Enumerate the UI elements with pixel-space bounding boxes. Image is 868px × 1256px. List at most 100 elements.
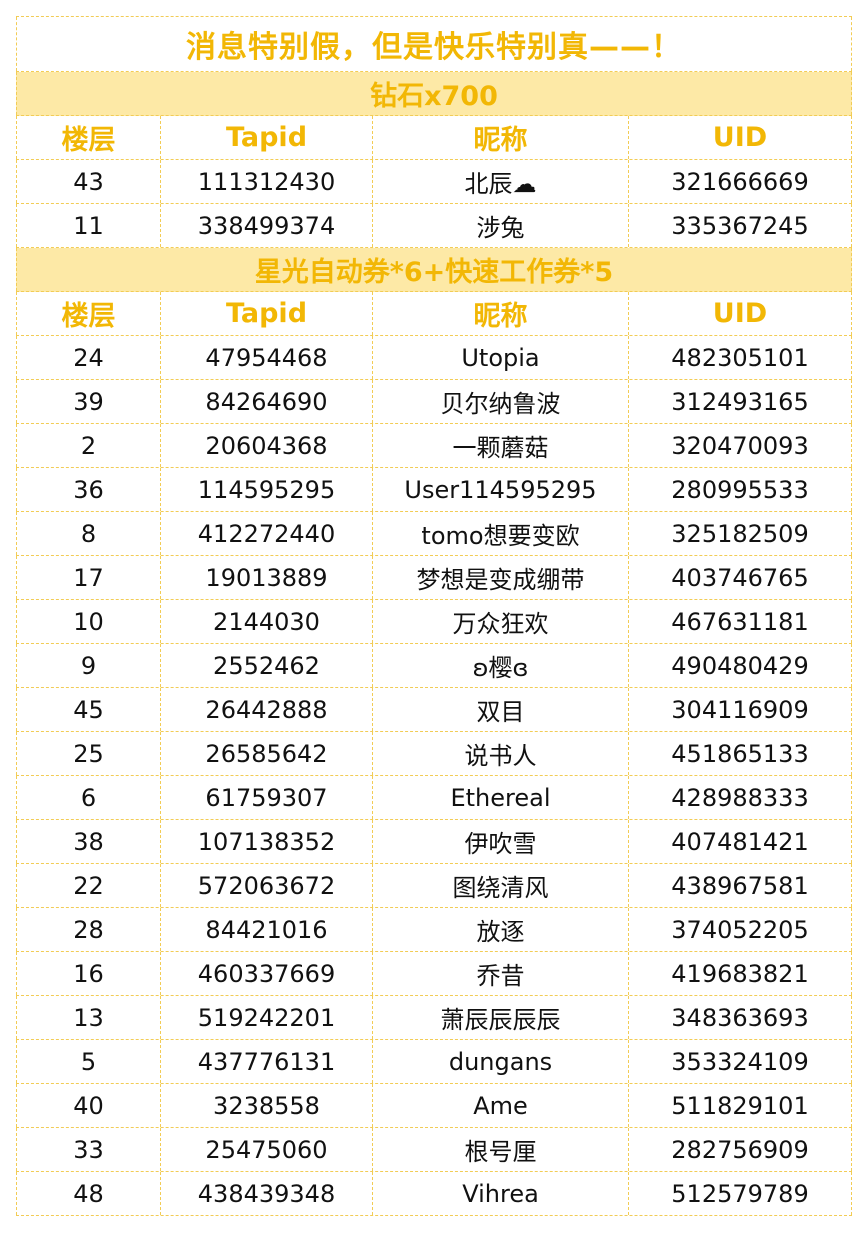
cell-uid: 403746765 xyxy=(628,556,852,599)
cell-floor: 40 xyxy=(16,1084,160,1127)
cell-uid: 482305101 xyxy=(628,336,852,379)
cell-nickname: 一颗蘑菇 xyxy=(372,424,628,467)
table-row: 43 111312430 北辰☁ 321666669 xyxy=(16,160,852,204)
cell-nickname: 乔昔 xyxy=(372,952,628,995)
cell-uid: 280995533 xyxy=(628,468,852,511)
cell-tapid: 572063672 xyxy=(160,864,372,907)
cell-tapid: 19013889 xyxy=(160,556,372,599)
table-row: 36 114595295 User114595295 280995533 xyxy=(16,468,852,512)
cell-nickname: Vihrea xyxy=(372,1172,628,1215)
cell-tapid: 438439348 xyxy=(160,1172,372,1215)
table-title-row: 消息特别假，但是快乐特别真——！ xyxy=(16,16,852,72)
cell-nickname: 图绕清风 xyxy=(372,864,628,907)
section-title-row: 钻石x700 xyxy=(16,72,852,116)
cell-uid: 282756909 xyxy=(628,1128,852,1171)
cell-uid: 335367245 xyxy=(628,204,852,247)
cell-floor: 2 xyxy=(16,424,160,467)
cell-uid: 348363693 xyxy=(628,996,852,1039)
table-row: 45 26442888 双目 304116909 xyxy=(16,688,852,732)
cell-nickname: Utopia xyxy=(372,336,628,379)
section-title: 钻石x700 xyxy=(16,72,852,115)
cell-tapid: 114595295 xyxy=(160,468,372,511)
cell-uid: 428988333 xyxy=(628,776,852,819)
cell-tapid: 47954468 xyxy=(160,336,372,379)
cell-floor: 48 xyxy=(16,1172,160,1215)
cell-tapid: 338499374 xyxy=(160,204,372,247)
cell-tapid: 2144030 xyxy=(160,600,372,643)
column-header-nickname: 昵称 xyxy=(372,116,628,159)
cell-nickname: Ame xyxy=(372,1084,628,1127)
cell-floor: 39 xyxy=(16,380,160,423)
cell-tapid: 25475060 xyxy=(160,1128,372,1171)
cell-tapid: 111312430 xyxy=(160,160,372,203)
table-row: 40 3238558 Ame 511829101 xyxy=(16,1084,852,1128)
cell-floor: 9 xyxy=(16,644,160,687)
cell-tapid: 460337669 xyxy=(160,952,372,995)
cell-uid: 304116909 xyxy=(628,688,852,731)
table-row: 24 47954468 Utopia 482305101 xyxy=(16,336,852,380)
cell-floor: 5 xyxy=(16,1040,160,1083)
column-header-tapid: Tapid xyxy=(160,292,372,335)
cell-tapid: 26585642 xyxy=(160,732,372,775)
table-row: 6 61759307 Ethereal 428988333 xyxy=(16,776,852,820)
section-title: 星光自动券*6+快速工作券*5 xyxy=(16,248,852,291)
column-header-row: 楼层 Tapid 昵称 UID xyxy=(16,292,852,336)
prize-table: 消息特别假，但是快乐特别真——！ 钻石x700 楼层 Tapid 昵称 UID 43 111… xyxy=(16,16,852,1216)
table-body: 钻石x700 楼层 Tapid 昵称 UID 43 111312430 北辰☁ 32166666… xyxy=(16,72,852,1216)
column-header-row: 楼层 Tapid 昵称 UID xyxy=(16,116,852,160)
cell-nickname: 涉兔 xyxy=(372,204,628,247)
table-row: 9 2552462 ʚ樱ɞ 490480429 xyxy=(16,644,852,688)
table-row: 5 437776131 dungans 353324109 xyxy=(16,1040,852,1084)
cell-uid: 438967581 xyxy=(628,864,852,907)
table-row: 48 438439348 Vihrea 512579789 xyxy=(16,1172,852,1216)
cell-nickname: tomo想要变欧 xyxy=(372,512,628,555)
cell-tapid: 412272440 xyxy=(160,512,372,555)
cell-floor: 25 xyxy=(16,732,160,775)
cell-nickname: 梦想是变成绷带 xyxy=(372,556,628,599)
table-row: 28 84421016 放逐 374052205 xyxy=(16,908,852,952)
cell-uid: 512579789 xyxy=(628,1172,852,1215)
table-row: 13 519242201 萧辰辰辰辰 348363693 xyxy=(16,996,852,1040)
table-row: 10 2144030 万众狂欢 467631181 xyxy=(16,600,852,644)
cell-tapid: 2552462 xyxy=(160,644,372,687)
cell-floor: 6 xyxy=(16,776,160,819)
cell-uid: 451865133 xyxy=(628,732,852,775)
section-title-row: 星光自动券*6+快速工作券*5 xyxy=(16,248,852,292)
table-row: 38 107138352 伊吹雪 407481421 xyxy=(16,820,852,864)
table-row: 16 460337669 乔昔 419683821 xyxy=(16,952,852,996)
table-row: 8 412272440 tomo想要变欧 325182509 xyxy=(16,512,852,556)
cell-uid: 353324109 xyxy=(628,1040,852,1083)
cell-uid: 321666669 xyxy=(628,160,852,203)
table-row: 39 84264690 贝尔纳鲁波 312493165 xyxy=(16,380,852,424)
cell-floor: 11 xyxy=(16,204,160,247)
cell-nickname: 贝尔纳鲁波 xyxy=(372,380,628,423)
table-row: 17 19013889 梦想是变成绷带 403746765 xyxy=(16,556,852,600)
cell-floor: 33 xyxy=(16,1128,160,1171)
cell-uid: 320470093 xyxy=(628,424,852,467)
table-row: 11 338499374 涉兔 335367245 xyxy=(16,204,852,248)
cell-nickname: User114595295 xyxy=(372,468,628,511)
cell-tapid: 107138352 xyxy=(160,820,372,863)
cell-nickname: 萧辰辰辰辰 xyxy=(372,996,628,1039)
cell-nickname: 放逐 xyxy=(372,908,628,951)
cell-nickname: 根号厘 xyxy=(372,1128,628,1171)
cell-tapid: 3238558 xyxy=(160,1084,372,1127)
table-title: 消息特别假，但是快乐特别真——！ xyxy=(16,17,852,71)
cell-floor: 38 xyxy=(16,820,160,863)
cell-floor: 16 xyxy=(16,952,160,995)
cell-uid: 467631181 xyxy=(628,600,852,643)
cell-uid: 419683821 xyxy=(628,952,852,995)
column-header-nickname: 昵称 xyxy=(372,292,628,335)
cell-nickname: ʚ樱ɞ xyxy=(372,644,628,687)
cell-tapid: 61759307 xyxy=(160,776,372,819)
cell-tapid: 84421016 xyxy=(160,908,372,951)
cell-floor: 43 xyxy=(16,160,160,203)
cell-floor: 28 xyxy=(16,908,160,951)
cell-floor: 10 xyxy=(16,600,160,643)
cell-tapid: 437776131 xyxy=(160,1040,372,1083)
cell-floor: 45 xyxy=(16,688,160,731)
cell-nickname: 双目 xyxy=(372,688,628,731)
table-row: 2 20604368 一颗蘑菇 320470093 xyxy=(16,424,852,468)
cell-floor: 22 xyxy=(16,864,160,907)
column-header-floor: 楼层 xyxy=(16,116,160,159)
